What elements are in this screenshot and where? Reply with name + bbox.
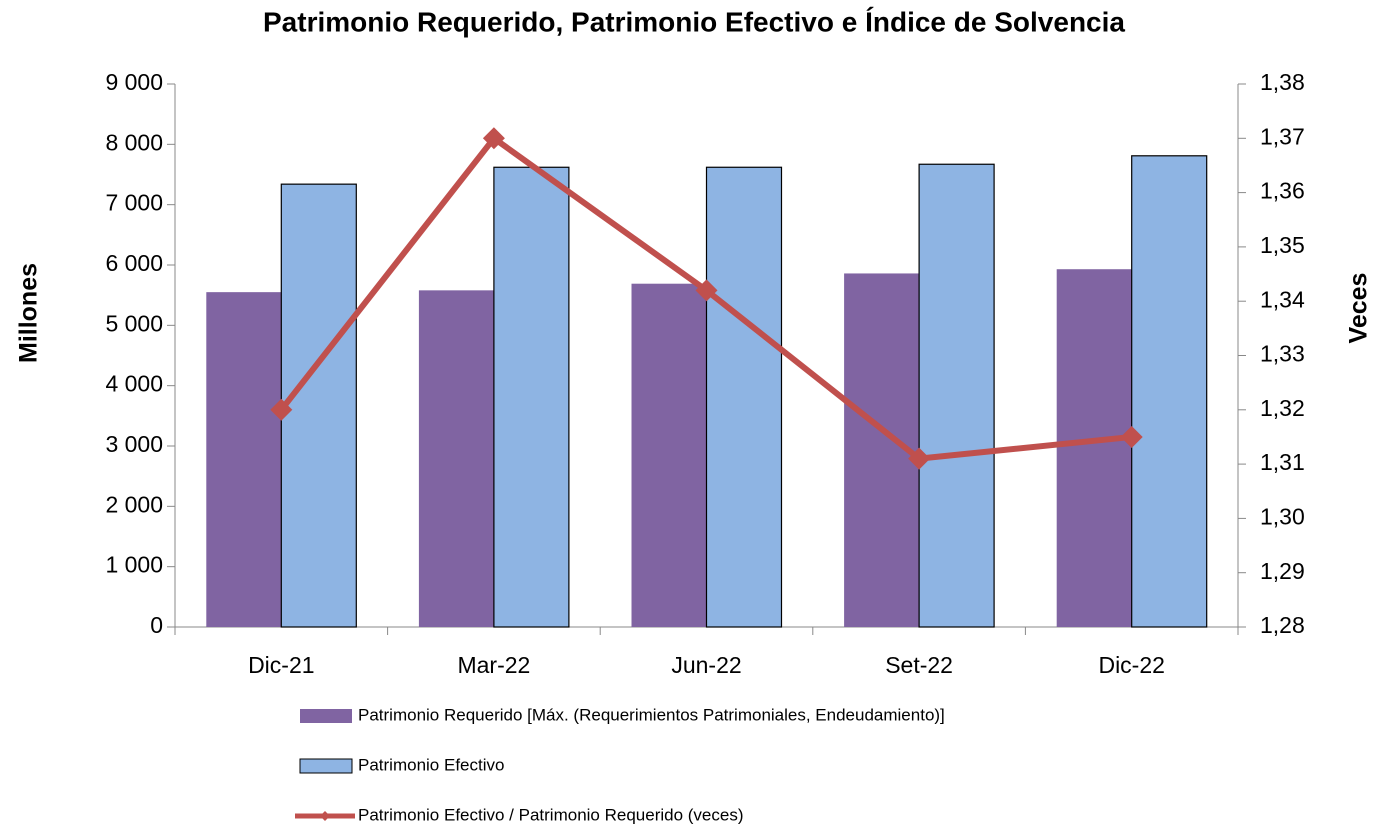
y2-tick-label: 1,33 xyxy=(1260,341,1305,367)
line-marker xyxy=(482,127,505,150)
line-marker xyxy=(908,447,931,470)
y-tick-label: 6 000 xyxy=(105,250,163,276)
y-tick-label: 1 000 xyxy=(105,552,163,578)
legend-swatch xyxy=(300,709,352,723)
y2-tick-label: 1,29 xyxy=(1260,558,1305,584)
y2-tick-label: 1,28 xyxy=(1260,612,1305,638)
bar xyxy=(631,283,707,627)
y-tick-label: 3 000 xyxy=(105,431,163,457)
x-tick-label: Dic-22 xyxy=(1098,652,1164,678)
x-tick-label: Jun-22 xyxy=(671,652,741,678)
y2-tick-label: 1,32 xyxy=(1260,395,1305,421)
y-tick-label: 5 000 xyxy=(105,310,163,336)
legend-swatch xyxy=(299,758,353,774)
chart-title: Patrimonio Requerido, Patrimonio Efectiv… xyxy=(263,6,1125,37)
y2-tick-label: 1,34 xyxy=(1260,286,1305,312)
y-tick-label: 4 000 xyxy=(105,371,163,397)
bar xyxy=(206,292,282,627)
x-tick-label: Set-22 xyxy=(885,652,953,678)
y-tick-label: 2 000 xyxy=(105,491,163,517)
legend-label: Patrimonio Efectivo xyxy=(358,755,504,774)
y2-tick-label: 1,38 xyxy=(1260,69,1305,95)
y-tick-label: 8 000 xyxy=(105,129,163,155)
y-axis-label: Millones xyxy=(15,263,43,363)
y2-tick-label: 1,31 xyxy=(1260,449,1305,475)
x-tick-label: Dic-21 xyxy=(248,652,314,678)
y-tick-label: 9 000 xyxy=(105,69,163,95)
legend-swatch-marker xyxy=(320,811,330,821)
bar xyxy=(418,290,494,627)
line-marker xyxy=(695,279,718,302)
bar xyxy=(493,166,570,628)
x-tick-label: Mar-22 xyxy=(457,652,530,678)
line-marker xyxy=(1120,425,1143,448)
bar xyxy=(918,163,995,628)
y2-tick-label: 1,36 xyxy=(1260,178,1305,204)
bar xyxy=(1131,155,1208,628)
bar xyxy=(705,166,783,628)
line-marker xyxy=(270,398,293,421)
legend-label: Patrimonio Requerido [Máx. (Requerimient… xyxy=(358,705,945,724)
bar xyxy=(280,183,357,628)
y2-tick-label: 1,30 xyxy=(1260,503,1305,529)
y-tick-label: 0 xyxy=(150,612,163,638)
bar xyxy=(1056,269,1132,627)
y-tick-label: 7 000 xyxy=(105,190,163,216)
y2-tick-label: 1,37 xyxy=(1260,123,1305,149)
y2-tick-label: 1,35 xyxy=(1260,232,1305,258)
legend-label: Patrimonio Efectivo / Patrimonio Requeri… xyxy=(358,805,744,824)
y2-axis-label: Veces xyxy=(1345,273,1373,344)
